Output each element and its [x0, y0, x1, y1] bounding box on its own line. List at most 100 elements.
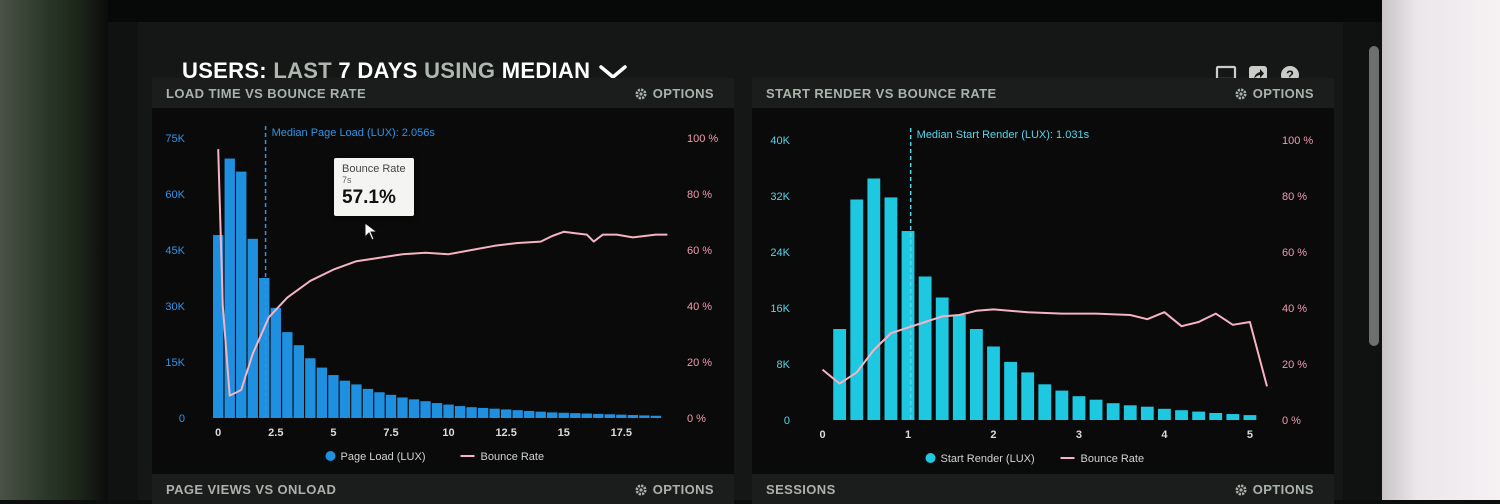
- bounce-rate-line: [821, 308, 1268, 387]
- dashboard: USERS: LAST 7 DAYS USING MEDIAN ?: [138, 22, 1379, 504]
- options-button[interactable]: OPTIONS: [635, 482, 714, 497]
- background-plant: [0, 0, 108, 500]
- histogram-bar: [1106, 403, 1120, 420]
- mouse-cursor-icon: [364, 222, 379, 241]
- legend-label: Page Load (LUX): [341, 451, 426, 463]
- bounce-rate-line: [217, 149, 668, 397]
- options-label: OPTIONS: [652, 86, 714, 101]
- histogram-bar: [935, 297, 949, 420]
- left-tick-label: 15K: [165, 357, 185, 369]
- right-tick-label: 80 %: [687, 189, 712, 201]
- panel-title: START RENDER VS BOUNCE RATE: [766, 86, 997, 101]
- histogram-bar: [1123, 405, 1137, 420]
- options-label: OPTIONS: [1252, 86, 1314, 101]
- histogram-bar: [466, 407, 477, 418]
- histogram-bar: [489, 408, 500, 418]
- options-button[interactable]: OPTIONS: [1235, 86, 1314, 101]
- histogram-bar: [627, 415, 639, 418]
- right-tick-label: 60 %: [687, 245, 712, 257]
- histogram-bar: [969, 329, 983, 420]
- histogram-bar: [397, 397, 408, 418]
- options-label: OPTIONS: [1252, 482, 1314, 497]
- histogram-bar: [547, 412, 558, 418]
- histogram-bar: [374, 392, 385, 418]
- panel-header: PAGE VIEWS VS ONLOAD OPTIONS: [152, 474, 734, 504]
- histogram-bar: [431, 403, 443, 418]
- histogram-bar: [1055, 390, 1069, 420]
- histogram-bar: [236, 171, 247, 418]
- panel-title: LOAD TIME VS BOUNCE RATE: [166, 86, 367, 101]
- left-tick-label: 24K: [770, 247, 790, 259]
- scrollbar[interactable]: [1369, 46, 1379, 346]
- left-tick-label: 32K: [770, 191, 790, 203]
- histogram-bar: [604, 414, 615, 418]
- left-tick-label: 30K: [165, 301, 185, 313]
- chart-start-render: 0 8K 16K 24K 32K 40K 0 % 20 % 40 % 60 % 80 % 100 % 0…: [770, 128, 1313, 465]
- histogram-bar: [305, 358, 316, 418]
- histogram-bar: [570, 413, 581, 418]
- left-tick-label: 40K: [770, 135, 790, 147]
- right-tick-label: 20 %: [1282, 359, 1307, 371]
- histogram-bar: [833, 329, 847, 420]
- histogram-bar: [558, 412, 569, 418]
- histogram-bar: [1072, 396, 1086, 420]
- left-tick-label: 0: [784, 415, 790, 427]
- background-wall: [1382, 0, 1500, 500]
- options-button[interactable]: OPTIONS: [1235, 482, 1314, 497]
- histogram-bar: [477, 407, 489, 418]
- options-label: OPTIONS: [652, 482, 714, 497]
- left-tick-label: 75K: [165, 133, 185, 145]
- x-tick-label: 7.5: [383, 427, 398, 439]
- histogram-bar: [270, 307, 281, 418]
- histogram-bar: [1158, 408, 1171, 420]
- right-tick-label: 20 %: [687, 357, 712, 369]
- tooltip-sub: 7s: [342, 175, 352, 185]
- histogram-bar: [247, 238, 258, 418]
- histogram-bar: [328, 375, 339, 418]
- left-tick-label: 60K: [165, 189, 185, 201]
- histogram-bar: [213, 235, 224, 418]
- histogram-bar: [282, 332, 293, 418]
- screen-bezel: [108, 0, 1382, 22]
- histogram-bar: [1021, 372, 1035, 420]
- x-tick-label: 4: [1161, 429, 1168, 441]
- histogram-bar: [500, 409, 512, 418]
- svg-text:?: ?: [1286, 68, 1294, 83]
- histogram-bar: [850, 199, 864, 420]
- histogram-bar: [420, 401, 431, 418]
- right-tick-label: 40 %: [1282, 303, 1307, 315]
- histogram-bar: [316, 367, 328, 418]
- panel-sessions: SESSIONS OPTIONS: [752, 474, 1334, 504]
- histogram-bar: [408, 399, 420, 418]
- histogram-bar: [581, 413, 592, 418]
- x-tick-label: 15: [558, 427, 570, 439]
- histogram-bar: [1192, 411, 1206, 420]
- options-button[interactable]: OPTIONS: [635, 86, 714, 101]
- histogram-bar: [616, 414, 627, 418]
- histogram-bar: [952, 315, 966, 420]
- chevron-down-icon[interactable]: [598, 64, 627, 80]
- gear-icon: [635, 484, 647, 495]
- right-tick-label: 100 %: [1282, 135, 1313, 147]
- right-tick-label: 0 %: [1282, 415, 1301, 427]
- histogram-bar: [918, 276, 932, 420]
- right-tick-label: 80 %: [1282, 191, 1307, 203]
- x-tick-label: 5: [330, 427, 336, 439]
- histogram-bar: [1038, 384, 1052, 420]
- gear-icon: [635, 88, 647, 99]
- right-tick-label: 60 %: [1282, 247, 1307, 259]
- legend-swatch-bars: [925, 453, 936, 463]
- median-label: Median Start Render (LUX): 1.031s: [917, 129, 1090, 141]
- x-tick-label: 2.5: [268, 427, 283, 439]
- histogram-bar: [650, 415, 662, 418]
- left-tick-label: 45K: [165, 245, 185, 257]
- histogram-bar: [1140, 406, 1154, 420]
- left-tick-label: 8K: [777, 359, 791, 371]
- histogram-bar: [351, 384, 362, 418]
- histogram-bar: [385, 394, 397, 418]
- histogram-bar: [884, 197, 898, 420]
- panel-title: PAGE VIEWS VS ONLOAD: [166, 482, 337, 497]
- panel-header: START RENDER VS BOUNCE RATE OPTIONS: [752, 78, 1334, 108]
- histogram-bar: [639, 415, 650, 418]
- histogram-bar: [1089, 399, 1103, 420]
